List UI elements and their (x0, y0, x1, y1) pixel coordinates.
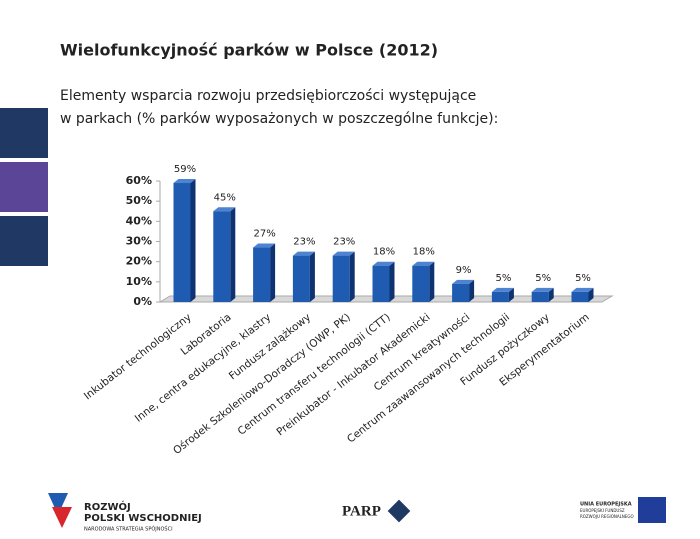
y-tick-label: 50% (126, 194, 152, 207)
subtitle: Elementy wsparcia rozwoju przedsiębiorcz… (60, 88, 476, 104)
bar-top (253, 243, 276, 248)
logo-text: ROZWOJU REGIONALNEGO (580, 514, 634, 519)
value-label: 5% (575, 273, 591, 284)
value-label: 27% (253, 229, 275, 240)
bar (332, 255, 350, 302)
bar (571, 291, 589, 302)
bar-side (230, 207, 236, 302)
deco-block (0, 216, 48, 266)
value-label: 9% (456, 265, 472, 276)
y-tick-label: 0% (133, 295, 152, 308)
bar-top (412, 261, 435, 266)
logo-text: EUROPEJSKI FUNDUSZ (580, 508, 625, 513)
bar (292, 255, 310, 302)
deco-block (0, 162, 48, 212)
value-label: 5% (495, 273, 511, 284)
value-label: 18% (373, 247, 395, 258)
logo-text: UNIA EUROPEJSKA (580, 502, 632, 508)
bar (173, 183, 191, 302)
bar-side (349, 251, 355, 302)
bar-side (270, 243, 276, 302)
bar-top (292, 251, 315, 256)
bar-side (429, 261, 435, 302)
bar-top (372, 261, 395, 266)
bar-side (548, 287, 554, 302)
logo-shape (387, 499, 411, 523)
bar (412, 265, 430, 302)
bar-top (531, 287, 554, 292)
value-label: 59% (174, 164, 196, 175)
subtitle: w parkach (% parków wyposażonych w poszc… (60, 111, 498, 127)
value-label: 18% (413, 247, 435, 258)
bar-side (588, 287, 594, 302)
logo-text: NARODOWA STRATEGIA SPÓJNOŚCI (84, 526, 173, 533)
bar-top (571, 287, 594, 292)
bar-side (469, 279, 475, 302)
y-tick-label: 20% (126, 255, 152, 268)
value-label: 23% (333, 237, 355, 248)
logo-text: PARP (342, 503, 381, 519)
logo-text: POLSKI WSCHODNIEJ (84, 513, 202, 524)
bar (253, 247, 271, 302)
bar-top (173, 179, 196, 184)
bar (491, 291, 509, 302)
chart-title: Wielofunkcyjność parków w Polsce (2012) (60, 41, 438, 60)
logo-shape (52, 507, 72, 528)
y-tick-label: 30% (126, 235, 152, 248)
bar-side (190, 179, 196, 302)
bar-side (508, 287, 514, 302)
bar-top (452, 279, 475, 284)
value-label: 23% (293, 237, 315, 248)
bar-side (389, 261, 395, 302)
bar-top (332, 251, 355, 256)
bar-side (309, 251, 315, 302)
logo-shape (48, 493, 68, 515)
bar-top (491, 287, 514, 292)
value-label: 5% (535, 273, 551, 284)
deco-block (0, 108, 48, 158)
value-label: 45% (214, 192, 236, 203)
bar (452, 283, 470, 302)
y-tick-label: 60% (126, 174, 152, 187)
bar (372, 265, 390, 302)
y-tick-label: 10% (126, 275, 152, 288)
y-tick-label: 40% (126, 214, 152, 227)
bar (213, 211, 231, 302)
logo-text: ROZWÓJ (84, 500, 131, 513)
bar-top (213, 207, 236, 212)
eu-flag (638, 497, 666, 523)
bar (531, 291, 549, 302)
